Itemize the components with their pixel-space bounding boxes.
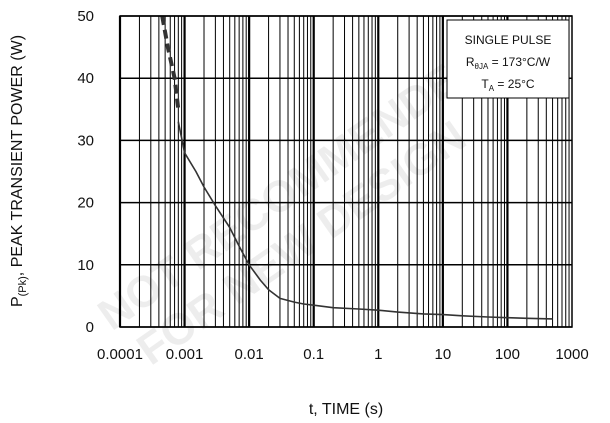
annotation-line-3: TA = 25°C [481, 77, 535, 93]
y-axis-label: P(Pk), PEAK TRANSIENT POWER (W) [9, 35, 29, 307]
annotation-box: SINGLE PULSE RθJA = 173°C/W TA = 25°C [446, 19, 570, 99]
annotation-line-2-suffix: = 173°C/W [488, 55, 550, 69]
annotation-line-3-subscript: A [489, 84, 495, 93]
annotation-line-2: RθJA = 173°C/W [466, 55, 551, 71]
y-tick-label: 40 [77, 70, 94, 87]
x-tick-label: 100 [495, 346, 520, 363]
curves [160, 15, 553, 320]
annotation-line-2-prefix: R [466, 55, 475, 69]
x-tick-label: 0.1 [303, 346, 324, 363]
x-axis-label: t, TIME (s) [309, 401, 383, 418]
annotation-line-2-subscript: θJA [475, 62, 489, 71]
x-tick-label: 0.01 [235, 346, 264, 363]
x-tick-label: 0.001 [166, 346, 204, 363]
x-tick-label: 10 [435, 346, 452, 363]
series-line-0 [160, 15, 181, 110]
plot-frame [119, 15, 573, 328]
x-tick-label: 0.0001 [97, 346, 143, 363]
y-tick-label: 0 [86, 319, 94, 336]
annotation-line-3-prefix: T [481, 77, 489, 91]
y-axis-label-prefix: P [9, 296, 26, 307]
x-tick-label: 1 [374, 346, 382, 363]
tick-labels: 0.0001 0.001 0.01 0.1 1 10 100 1000 0 10 20 30 40 50 [77, 8, 588, 363]
y-tick-label: 10 [77, 257, 94, 274]
annotation-frame [446, 19, 570, 99]
y-tick-label: 20 [77, 195, 94, 212]
annotation-line-1: SINGLE PULSE [465, 33, 552, 47]
series-line-1 [177, 121, 553, 320]
x-tick-label: 1000 [555, 346, 588, 363]
annotation-line-3-suffix: = 25°C [494, 77, 535, 91]
y-axis-label-suffix: , PEAK TRANSIENT POWER (W) [9, 35, 26, 276]
y-tick-label: 50 [77, 8, 94, 25]
y-axis-label-subscript: (Pk) [17, 276, 29, 296]
y-tick-label: 30 [77, 132, 94, 149]
